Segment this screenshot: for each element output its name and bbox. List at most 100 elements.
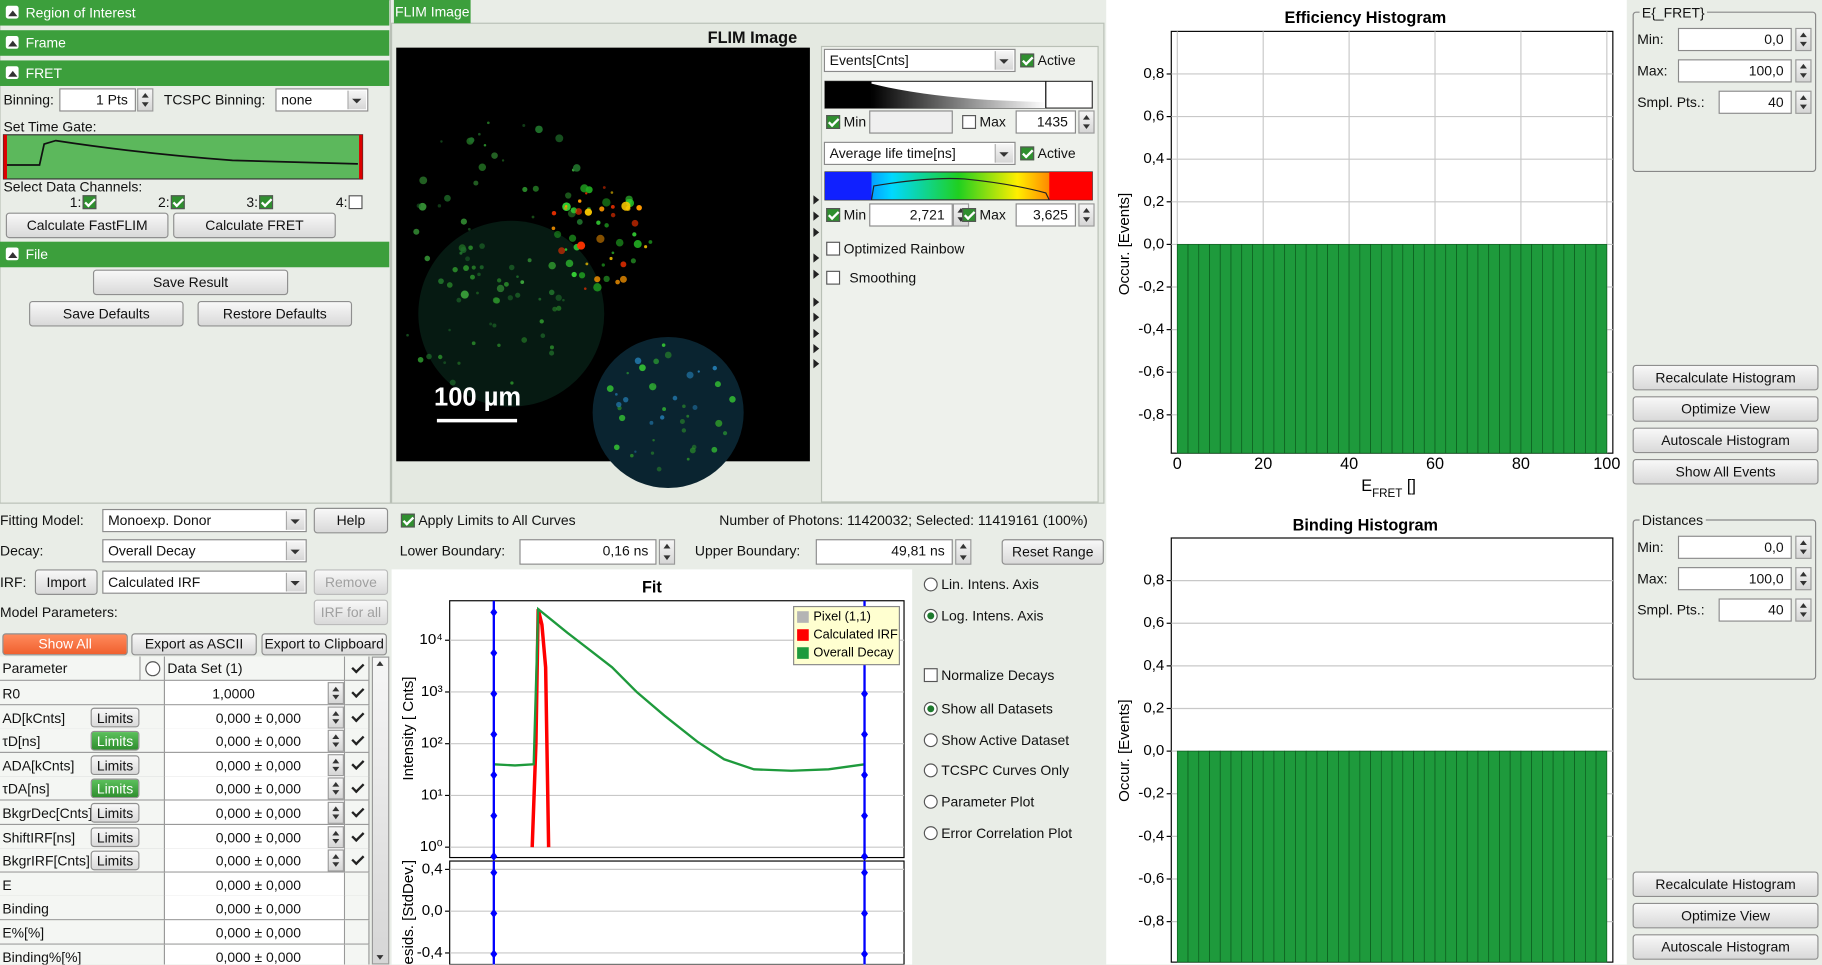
button[interactable]: Recalculate Histogram xyxy=(1633,871,1819,897)
bar xyxy=(1338,751,1349,962)
input[interactable]: 100,0 xyxy=(1678,567,1792,590)
button[interactable]: Optimize View xyxy=(1633,396,1819,422)
checkbox[interactable] xyxy=(962,208,976,222)
button[interactable]: Restore Defaults xyxy=(198,301,353,327)
button[interactable]: IRF for all xyxy=(314,600,388,626)
checkbox[interactable] xyxy=(826,208,840,222)
spinner[interactable] xyxy=(1795,536,1811,559)
button[interactable]: Show All xyxy=(2,633,127,655)
button[interactable]: Show All Events xyxy=(1633,459,1819,485)
cell-spot xyxy=(619,415,625,421)
spinner[interactable] xyxy=(328,850,344,872)
button[interactable]: Calculate FastFLIM xyxy=(6,213,169,239)
button[interactable]: Calculate FRET xyxy=(173,213,336,239)
radio-button[interactable] xyxy=(924,578,938,592)
radio-button[interactable] xyxy=(924,795,938,809)
limits-button[interactable]: Limits xyxy=(91,827,140,847)
button[interactable]: Remove xyxy=(314,569,388,595)
input[interactable]: 1 Pts xyxy=(59,88,136,111)
input[interactable]: 40 xyxy=(1719,91,1792,114)
section-header[interactable]: Frame xyxy=(0,30,389,56)
radio-button[interactable] xyxy=(924,609,938,623)
checkbox[interactable] xyxy=(826,271,840,285)
tab[interactable]: FLIM Image xyxy=(394,0,471,23)
input[interactable]: 100,0 xyxy=(1678,59,1792,82)
checkbox[interactable] xyxy=(826,242,840,256)
spinner[interactable] xyxy=(328,826,344,848)
checkbox[interactable] xyxy=(349,195,363,209)
checkbox[interactable] xyxy=(826,115,840,129)
checkbox[interactable] xyxy=(962,115,976,129)
y-tick-label: -0,8 xyxy=(1138,913,1164,930)
spinner[interactable] xyxy=(1078,203,1094,226)
spinner[interactable] xyxy=(137,88,153,111)
spinner[interactable] xyxy=(1795,28,1811,51)
dropdown[interactable]: Calculated IRF xyxy=(102,571,307,594)
spinner[interactable] xyxy=(1795,91,1811,114)
bar xyxy=(1274,751,1285,962)
button[interactable]: Optimize View xyxy=(1633,903,1819,929)
spinner[interactable] xyxy=(328,730,344,752)
input[interactable]: 2,721 xyxy=(869,203,953,226)
limits-button[interactable]: Limits xyxy=(91,731,140,751)
checkbox[interactable] xyxy=(401,514,415,528)
button[interactable]: Help xyxy=(314,508,388,534)
spinner[interactable] xyxy=(659,539,675,565)
scale-bar-label: 100 µm xyxy=(434,383,521,411)
limits-button[interactable]: Limits xyxy=(91,803,140,823)
button[interactable]: Save Result xyxy=(93,270,288,296)
checkbox[interactable] xyxy=(1020,53,1034,67)
checkbox[interactable] xyxy=(83,195,97,209)
spinner[interactable] xyxy=(328,802,344,824)
limits-button[interactable]: Limits xyxy=(91,779,140,799)
spinner[interactable] xyxy=(328,754,344,776)
button[interactable]: Export to Clipboard xyxy=(261,633,386,655)
dropdown[interactable]: Average life time[ns] xyxy=(824,142,1016,165)
checkbox[interactable] xyxy=(171,195,185,209)
input[interactable] xyxy=(869,110,953,133)
input[interactable]: 0,16 ns xyxy=(519,539,656,565)
button[interactable]: Save Defaults xyxy=(29,301,184,327)
radio-button[interactable] xyxy=(924,826,938,840)
dropdown[interactable]: Monoexp. Donor xyxy=(102,509,307,532)
section-header[interactable]: File xyxy=(0,242,389,268)
button[interactable]: Export as ASCII xyxy=(131,633,256,655)
radio-button[interactable] xyxy=(924,763,938,777)
section-header[interactable]: Region of Interest xyxy=(0,0,389,26)
spinner[interactable] xyxy=(328,706,344,728)
cell-spot xyxy=(479,243,485,249)
button[interactable]: Import xyxy=(35,569,98,595)
parameter-name: Binding%[%] xyxy=(2,945,81,964)
limits-button[interactable]: Limits xyxy=(91,851,140,871)
spinner[interactable] xyxy=(1795,567,1811,590)
label: IRF: xyxy=(0,571,26,594)
dropdown[interactable]: none xyxy=(275,88,368,111)
input[interactable]: 3,625 xyxy=(1016,203,1076,226)
input[interactable]: 1435 xyxy=(1016,110,1076,133)
checkbox[interactable] xyxy=(259,195,273,209)
scrollbar[interactable] xyxy=(372,657,389,965)
spinner[interactable] xyxy=(328,682,344,704)
section-header[interactable]: FRET xyxy=(0,60,389,86)
checkbox[interactable] xyxy=(924,668,938,682)
button[interactable]: Autoscale Histogram xyxy=(1633,934,1819,960)
spinner[interactable] xyxy=(328,778,344,800)
input[interactable]: 0,0 xyxy=(1678,28,1792,51)
button[interactable]: Reset Range xyxy=(1002,539,1104,565)
spinner[interactable] xyxy=(1795,598,1811,621)
dropdown[interactable]: Overall Decay xyxy=(102,539,307,562)
input[interactable]: 40 xyxy=(1719,598,1792,621)
radio-button[interactable] xyxy=(924,702,938,716)
spinner[interactable] xyxy=(1795,59,1811,82)
dropdown[interactable]: Events[Cnts] xyxy=(824,49,1016,72)
limits-button[interactable]: Limits xyxy=(91,707,140,727)
radio-button[interactable] xyxy=(924,733,938,747)
spinner[interactable] xyxy=(1078,110,1094,133)
limits-button[interactable]: Limits xyxy=(91,755,140,775)
button[interactable]: Recalculate Histogram xyxy=(1633,365,1819,391)
input[interactable]: 0,0 xyxy=(1678,536,1792,559)
input[interactable]: 49,81 ns xyxy=(816,539,953,565)
spinner[interactable] xyxy=(955,539,971,565)
checkbox[interactable] xyxy=(1020,146,1034,160)
button[interactable]: Autoscale Histogram xyxy=(1633,428,1819,454)
